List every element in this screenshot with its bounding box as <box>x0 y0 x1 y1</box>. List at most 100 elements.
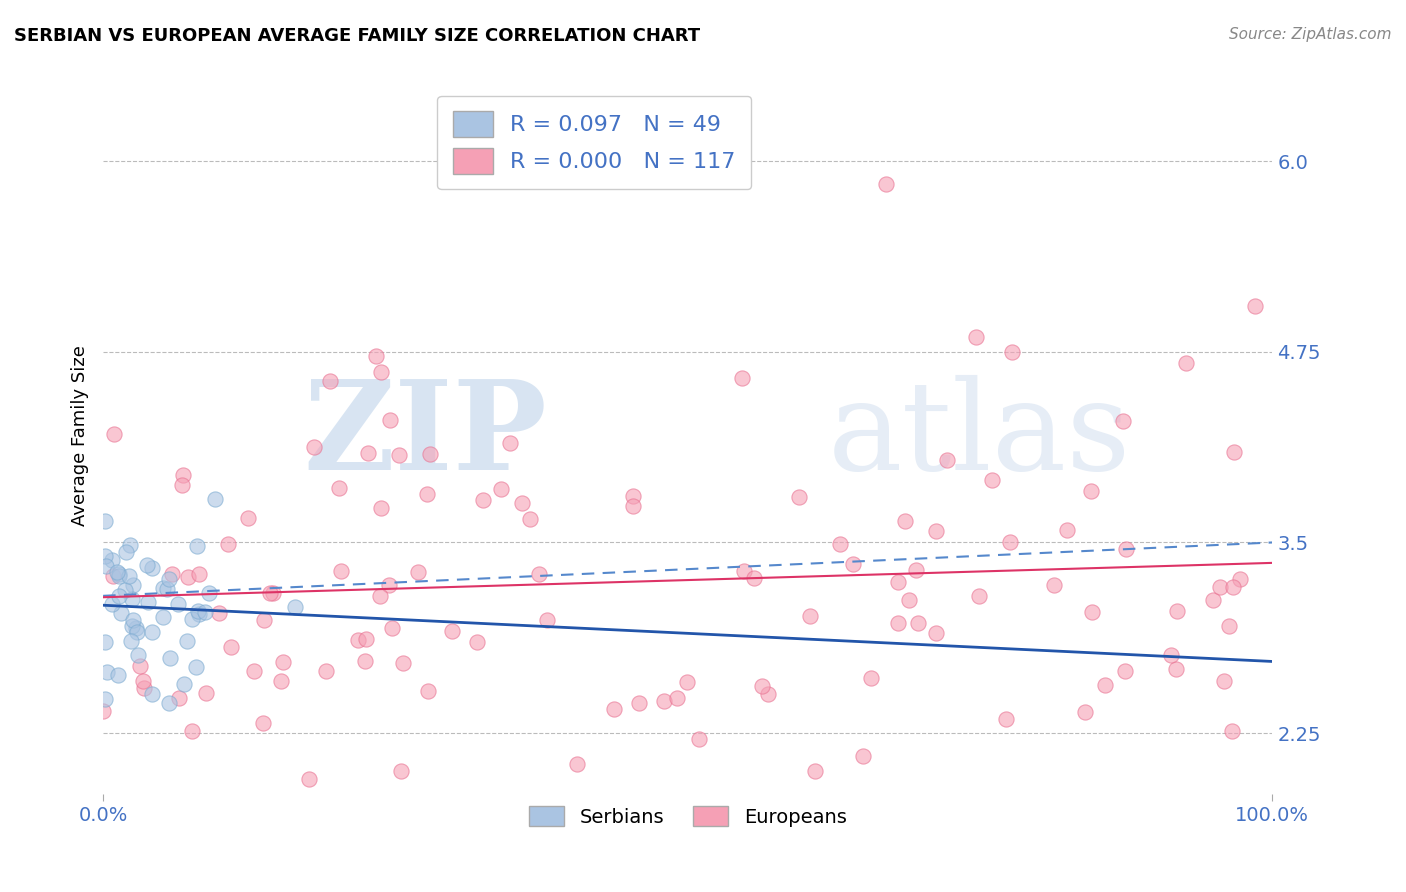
Point <box>176 634 198 648</box>
Point <box>995 712 1018 726</box>
Legend: Serbians, Europeans: Serbians, Europeans <box>522 798 855 835</box>
Point <box>156 582 179 597</box>
Point <box>510 496 533 510</box>
Point <box>688 732 710 747</box>
Point <box>875 177 897 191</box>
Point <box>1222 580 1244 594</box>
Point <box>969 589 991 603</box>
Point <box>465 635 488 649</box>
Point <box>905 563 928 577</box>
Point <box>1174 355 1197 369</box>
Point <box>391 656 413 670</box>
Point <box>1213 673 1236 688</box>
Point <box>742 571 765 585</box>
Point <box>107 668 129 682</box>
Point <box>122 613 145 627</box>
Point <box>91 704 114 718</box>
Point <box>141 560 163 574</box>
Point <box>319 374 342 388</box>
Point <box>270 674 292 689</box>
Point <box>187 603 209 617</box>
Point <box>894 514 917 528</box>
Point <box>627 696 650 710</box>
Point <box>887 574 910 589</box>
Point <box>330 564 353 578</box>
Point <box>219 640 242 654</box>
Point <box>110 607 132 621</box>
Point <box>96 559 118 574</box>
Point <box>152 581 174 595</box>
Point <box>536 613 558 627</box>
Point <box>756 687 779 701</box>
Point <box>1202 593 1225 607</box>
Point <box>675 675 697 690</box>
Point <box>120 633 142 648</box>
Point <box>852 748 875 763</box>
Point <box>731 371 754 385</box>
Point <box>828 537 851 551</box>
Point <box>160 566 183 581</box>
Point <box>1220 724 1243 739</box>
Text: ZIP: ZIP <box>304 376 547 496</box>
Point <box>519 512 541 526</box>
Point <box>621 499 644 513</box>
Point <box>354 654 377 668</box>
Point <box>105 565 128 579</box>
Point <box>184 659 207 673</box>
Point <box>924 626 946 640</box>
Point <box>198 586 221 600</box>
Point <box>1042 578 1064 592</box>
Point <box>981 473 1004 487</box>
Point <box>1080 483 1102 498</box>
Point <box>1229 572 1251 586</box>
Point <box>1218 619 1240 633</box>
Point <box>665 690 688 705</box>
Point <box>125 620 148 634</box>
Point <box>1056 523 1078 537</box>
Point <box>925 524 948 538</box>
Point <box>157 696 180 710</box>
Point <box>194 605 217 619</box>
Point <box>652 694 675 708</box>
Point <box>368 589 391 603</box>
Point <box>252 715 274 730</box>
Point <box>297 772 319 786</box>
Point <box>122 578 145 592</box>
Point <box>132 681 155 696</box>
Point <box>1114 664 1136 678</box>
Point <box>100 597 122 611</box>
Point <box>167 598 190 612</box>
Point <box>936 453 959 467</box>
Point <box>188 607 211 621</box>
Point <box>114 545 136 559</box>
Point <box>1115 542 1137 557</box>
Point <box>998 535 1021 549</box>
Point <box>107 590 129 604</box>
Point <box>129 659 152 673</box>
Point <box>897 593 920 607</box>
Point <box>733 564 755 578</box>
Point <box>1243 299 1265 313</box>
Point <box>388 448 411 462</box>
Point <box>177 570 200 584</box>
Point <box>127 625 149 640</box>
Point <box>842 557 865 571</box>
Point <box>152 610 174 624</box>
Point <box>315 665 337 679</box>
Point <box>498 436 520 450</box>
Point <box>136 558 159 573</box>
Point <box>173 677 195 691</box>
Point <box>141 687 163 701</box>
Point <box>804 764 827 779</box>
Point <box>389 764 412 779</box>
Point <box>107 569 129 583</box>
Point <box>1166 604 1188 618</box>
Point <box>378 578 401 592</box>
Point <box>406 566 429 580</box>
Point <box>799 609 821 624</box>
Point <box>1112 413 1135 427</box>
Point <box>238 511 260 525</box>
Point <box>159 651 181 665</box>
Point <box>1209 580 1232 594</box>
Point <box>243 664 266 678</box>
